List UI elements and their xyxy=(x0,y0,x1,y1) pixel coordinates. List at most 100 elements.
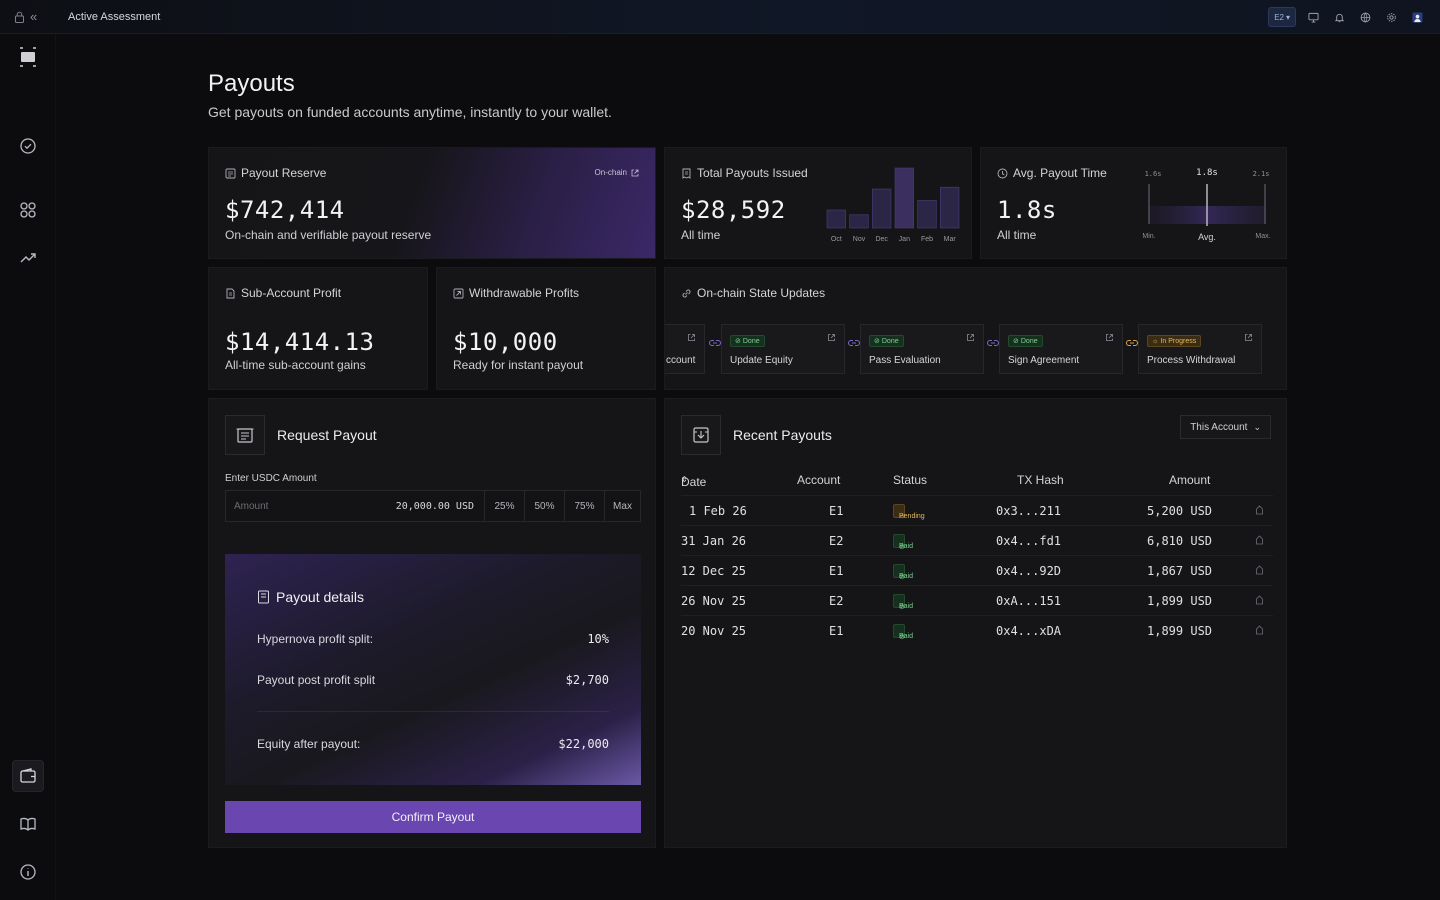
external-link-icon[interactable] xyxy=(827,333,836,342)
sidebar-item-verified[interactable] xyxy=(12,130,44,162)
receipt-icon[interactable] xyxy=(1255,625,1264,635)
bar-feb xyxy=(917,200,937,229)
topbar-actions: E2 ▾ xyxy=(1268,7,1426,27)
receipt-icon[interactable] xyxy=(1255,535,1264,545)
amount-input[interactable]: Amount 20,000.00 USD xyxy=(226,491,484,521)
bar-jan xyxy=(894,167,914,229)
avg-payout-label-row: Avg. Payout Time xyxy=(997,166,1107,180)
gear-icon[interactable] xyxy=(1382,7,1400,27)
download-tray-icon xyxy=(693,427,709,443)
sort-icon: ⇕ xyxy=(681,475,688,484)
user-avatar[interactable] xyxy=(1408,7,1426,27)
sidebar-item-docs[interactable] xyxy=(12,808,44,840)
account-filter-dropdown[interactable]: This Account ⌄ xyxy=(1180,415,1271,439)
total-payouts-label: Total Payouts Issued xyxy=(697,166,808,180)
receipt-icon[interactable] xyxy=(1255,505,1264,515)
step-name: Process Withdrawal xyxy=(1147,355,1236,366)
row-date: 20 Nov 25 xyxy=(681,624,747,638)
bell-icon[interactable] xyxy=(1330,7,1348,27)
chain-link-icon xyxy=(848,340,860,346)
min-label: Min. xyxy=(1142,233,1155,240)
status-label: Paid xyxy=(899,633,914,640)
file-icon xyxy=(226,288,235,298)
table-row[interactable]: 26 Nov 25 E2 ⊘ Paid 0xA...151 1,899 USD xyxy=(681,585,1273,615)
progress-icon: ☼ xyxy=(1152,337,1159,345)
status-badge: ⊘ Paid xyxy=(893,534,913,551)
row-tx-hash[interactable]: 0x4...92D xyxy=(996,564,1062,578)
row-tx-hash[interactable]: 0x4...xDA xyxy=(996,624,1062,638)
payout-details-panel: Payout details Hypernova profit split: 1… xyxy=(225,554,641,785)
withdrawable-label-row: Withdrawable Profits xyxy=(453,286,579,300)
state-step-create-account[interactable]: ccount xyxy=(665,324,705,374)
state-step-update-equity[interactable]: ⊘ Done Update Equity xyxy=(721,324,845,374)
confirm-payout-button[interactable]: Confirm Payout xyxy=(225,801,641,833)
status-badge: ⊘ Paid xyxy=(893,624,913,641)
state-step-pass-evaluation[interactable]: ⊘ Done Pass Evaluation xyxy=(860,324,984,374)
receipt-icon[interactable] xyxy=(1255,595,1264,605)
table-row[interactable]: 31 Jan 26 E2 ⊘ Paid 0x4...fd1 6,810 USD xyxy=(681,525,1273,555)
avg-label: Avg. xyxy=(1198,232,1216,242)
table-row[interactable]: 1 Feb 26 E1 ☼ Pending 0x3...211 5,200 USD xyxy=(681,495,1273,525)
onchain-link[interactable]: On-chain xyxy=(595,168,639,177)
pct-75-button[interactable]: 75% xyxy=(564,491,604,521)
check-circle-icon: ⊘ xyxy=(899,544,905,551)
monitor-icon[interactable] xyxy=(1304,7,1322,27)
external-link-icon[interactable] xyxy=(1244,333,1253,342)
onchain-label: On-chain xyxy=(594,168,627,177)
account-switcher[interactable]: E2 ▾ xyxy=(1268,7,1296,27)
info-icon xyxy=(20,864,36,880)
lock-icon[interactable] xyxy=(14,11,25,23)
payout-reserve-label: Payout Reserve xyxy=(241,166,327,180)
row-amount: 1,899 USD xyxy=(1147,594,1213,608)
row-tx-hash[interactable]: 0x3...211 xyxy=(996,504,1062,518)
row-tx-hash[interactable]: 0x4...fd1 xyxy=(996,534,1062,548)
pending-icon: ☼ xyxy=(899,513,906,520)
payouts-table-header: Date ⇕ Account Status TX Hash Amount xyxy=(681,471,1273,495)
state-step-sign-agreement[interactable]: ⊘ Done Sign Agreement xyxy=(999,324,1123,374)
max-button[interactable]: Max xyxy=(604,491,640,521)
profit-split-row: Hypernova profit split: 10% xyxy=(257,632,609,646)
pct-50-button[interactable]: 50% xyxy=(524,491,564,521)
avg-payout-value: 1.8s xyxy=(997,196,1057,224)
status-label: Paid xyxy=(899,543,914,550)
onchain-state-updates-card: On-chain State Updates ccount ⊘ Done Upda… xyxy=(664,267,1287,390)
receipt-icon[interactable] xyxy=(1255,565,1264,575)
grid-icon xyxy=(20,202,36,218)
status-label: Paid xyxy=(899,603,914,610)
pct-25-button[interactable]: 25% xyxy=(484,491,524,521)
external-link-icon[interactable] xyxy=(1105,333,1114,342)
collapse-sidebar-icon[interactable]: « xyxy=(30,9,38,24)
date-header-label: Date xyxy=(681,475,707,489)
row-tx-hash[interactable]: 0xA...151 xyxy=(996,594,1062,608)
external-link-icon[interactable] xyxy=(966,333,975,342)
globe-icon[interactable] xyxy=(1356,7,1374,27)
table-row[interactable]: 12 Dec 25 E1 ⊘ Paid 0x4...92D 1,867 USD xyxy=(681,555,1273,585)
sidebar xyxy=(0,34,56,900)
external-link-icon[interactable] xyxy=(687,333,696,342)
equity-after-row: Equity after payout: $22,000 xyxy=(257,737,609,751)
sidebar-item-analytics[interactable] xyxy=(12,242,44,274)
sidebar-item-dashboard[interactable] xyxy=(12,194,44,226)
bar-dec xyxy=(872,188,892,229)
equity-after-value: $22,000 xyxy=(558,737,609,751)
badge-check-icon xyxy=(20,138,36,154)
total-payouts-value: $28,592 xyxy=(681,196,786,224)
table-row[interactable]: 20 Nov 25 E1 ⊘ Paid 0x4...xDA 1,899 USD xyxy=(681,615,1273,645)
status-badge: ☼ In Progress xyxy=(1147,335,1202,347)
post-split-row: Payout post profit split $2,700 xyxy=(257,673,609,687)
status-badge-label: In Progress xyxy=(1160,337,1197,345)
withdraw-icon xyxy=(453,288,464,298)
brand-logo[interactable] xyxy=(18,46,38,68)
status-badge: ⊘ Done xyxy=(730,335,765,347)
receipt-icon xyxy=(682,168,691,179)
check-circle-icon: ⊘ xyxy=(735,338,741,345)
row-account: E1 xyxy=(829,624,844,638)
sub-account-profit-card: Sub-Account Profit $14,414.13 All-time s… xyxy=(208,267,428,390)
page-subtitle: Get payouts on funded accounts anytime, … xyxy=(208,104,612,120)
payout-reserve-caption: On-chain and verifiable payout reserve xyxy=(225,228,432,242)
document-icon xyxy=(258,590,269,604)
state-step-process-withdrawal[interactable]: ☼ In Progress Process Withdrawal xyxy=(1138,324,1262,374)
sidebar-item-payouts[interactable] xyxy=(12,760,44,792)
sidebar-item-info[interactable] xyxy=(12,856,44,888)
state-updates-label-row: On-chain State Updates xyxy=(681,286,825,300)
